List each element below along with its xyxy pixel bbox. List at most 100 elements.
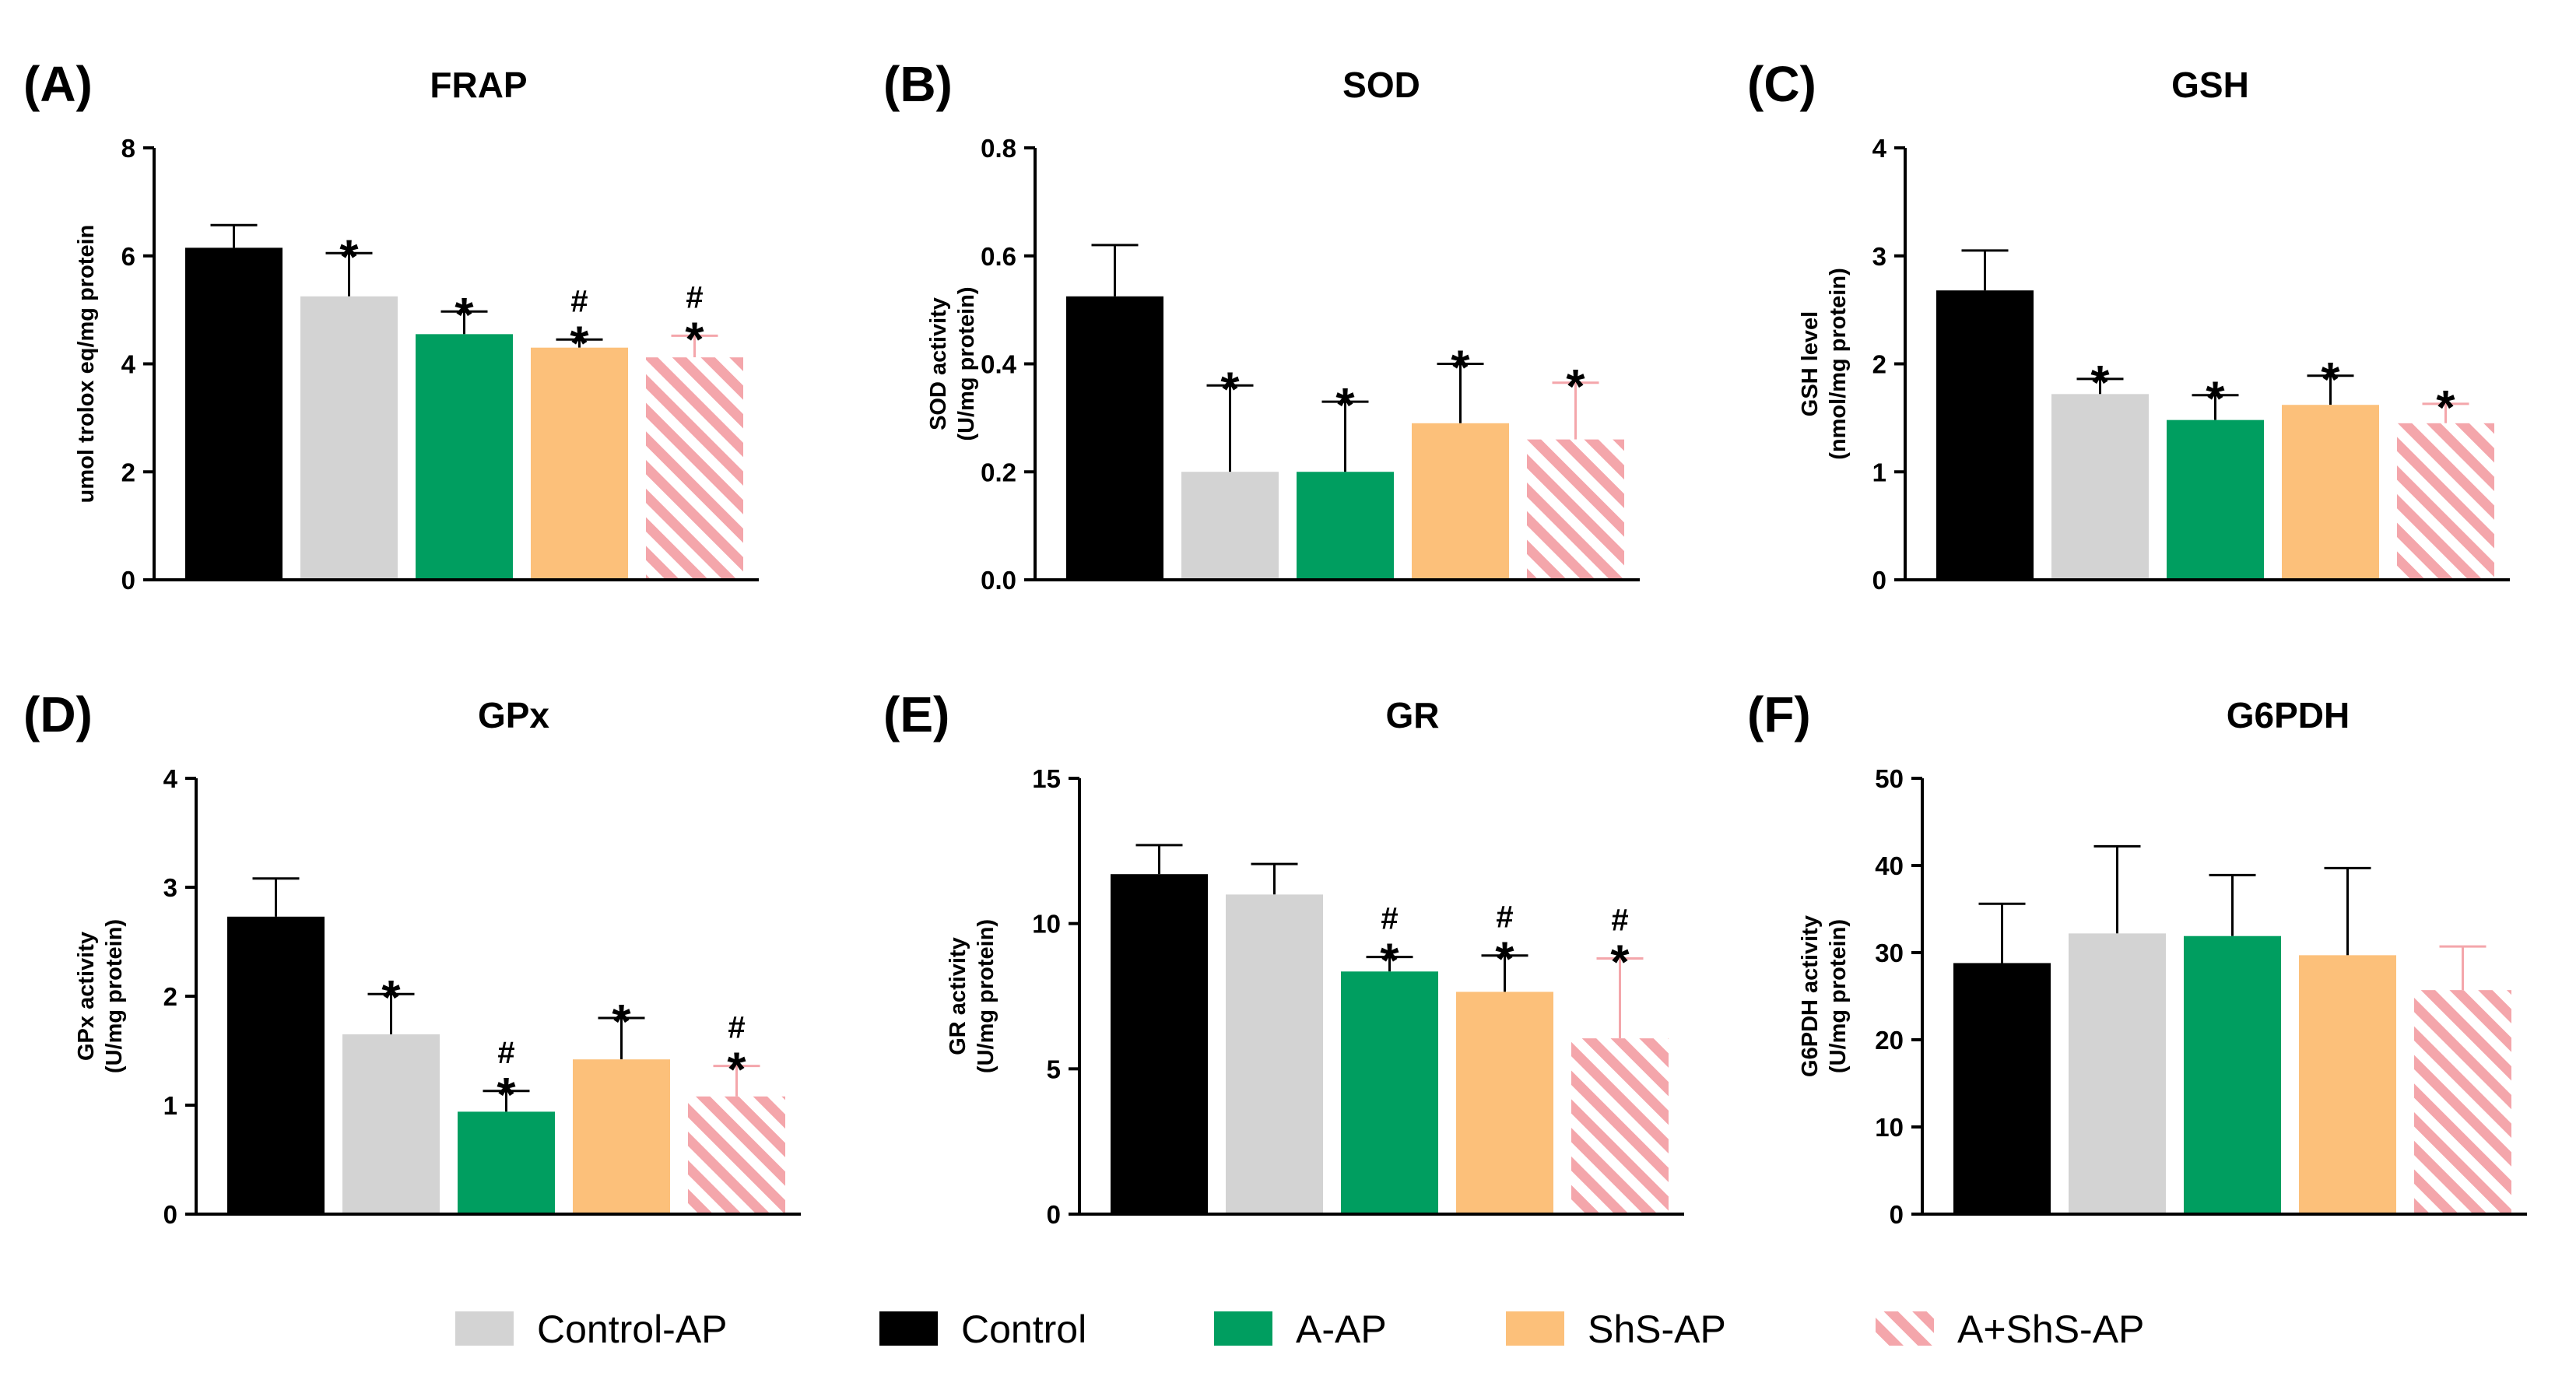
- y-axis-label-line: (nmol/mg protein): [1826, 268, 1851, 459]
- bar-a_shs_ap: [1571, 1038, 1669, 1214]
- significance-star: *: [570, 317, 589, 370]
- significance-star: *: [685, 313, 704, 367]
- bar-control: [1936, 290, 2034, 580]
- bar-control_ap: [300, 296, 398, 580]
- y-axis-label-line: SOD activity: [926, 297, 951, 430]
- panel-letter: (C): [1747, 56, 1816, 112]
- significance-star: *: [1610, 935, 1630, 989]
- y-axis-label-line: (U/mg protein): [954, 286, 979, 441]
- bar-shs_ap: [2282, 405, 2379, 580]
- y-tick-label: 4: [163, 764, 178, 793]
- y-axis-label: G6PDH activity (U/mg protein): [1798, 915, 1851, 1077]
- y-axis-label-line: (U/mg protein): [1826, 919, 1851, 1073]
- panel-c: (C) GSH GSH level (nmol/mg protein) * * * * 0 1 2 3…: [1747, 56, 2510, 595]
- significance-star: *: [1451, 342, 1470, 395]
- y-axis-label: SOD activity (U/mg protein): [926, 286, 979, 441]
- y-axis-label-line: G6PDH activity: [1798, 915, 1823, 1077]
- bar-control: [1953, 963, 2051, 1214]
- significance-star: *: [2206, 373, 2225, 426]
- legend-swatch: [1506, 1311, 1564, 1346]
- y-tick-label: 3: [1872, 242, 1886, 271]
- y-tick-label: 8: [121, 134, 135, 163]
- legend-swatch: [1214, 1311, 1272, 1346]
- legend-item-control_ap: Control-AP: [455, 1308, 728, 1351]
- legend-swatch: [455, 1311, 514, 1346]
- y-tick-label: 20: [1875, 1026, 1904, 1055]
- significance-hash: #: [686, 280, 703, 314]
- y-tick-label: 2: [163, 982, 177, 1011]
- y-tick-label: 4: [1872, 134, 1887, 163]
- y-axis-label-line: GSH level: [1798, 311, 1823, 416]
- legend: Control-AP Control A-AP ShS-AP A+ShS-AP: [455, 1308, 2144, 1351]
- panel-letter: (F): [1747, 686, 1811, 742]
- y-axis-label: GSH level (nmol/mg protein): [1798, 268, 1851, 459]
- bar-shs_ap: [2299, 955, 2396, 1214]
- bar-a_ap: [2167, 419, 2264, 580]
- y-tick-label: 0.4: [981, 350, 1017, 379]
- significance-star: *: [381, 971, 401, 1025]
- y-tick-label: 2: [121, 458, 135, 486]
- significance-star: *: [1566, 360, 1585, 414]
- y-axis-label: umol trolox eq/mg protein: [74, 225, 99, 504]
- y-tick-label: 4: [121, 350, 136, 379]
- y-tick-label: 30: [1875, 939, 1904, 967]
- legend-item-shs_ap: ShS-AP: [1506, 1308, 1726, 1351]
- significance-star: *: [1380, 935, 1399, 988]
- legend-label: Control: [961, 1308, 1086, 1351]
- bar-shs_ap: [1412, 423, 1509, 580]
- bar-a_shs_ap: [2414, 990, 2511, 1214]
- legend-swatch: [879, 1311, 938, 1346]
- bar-a_ap: [2184, 935, 2281, 1214]
- y-tick-label: 0: [1890, 1200, 1904, 1229]
- bar-control: [1066, 296, 1163, 580]
- legend-label: A+ShS-AP: [1957, 1308, 2144, 1351]
- y-tick-label: 0.8: [981, 134, 1016, 163]
- bar-control_ap: [2069, 933, 2166, 1214]
- y-tick-label: 40: [1875, 851, 1904, 880]
- bar-a_ap: [416, 334, 513, 580]
- panel-title: GSH: [2171, 65, 2249, 105]
- y-tick-label: 10: [1032, 910, 1061, 939]
- y-axis-label-line: (U/mg protein): [102, 919, 127, 1073]
- significance-star: *: [2090, 356, 2110, 410]
- y-tick-label: 50: [1875, 764, 1904, 793]
- legend-label: A-AP: [1296, 1308, 1387, 1351]
- bar-shs_ap: [1456, 992, 1553, 1214]
- significance-star: *: [1335, 379, 1355, 433]
- panel-letter: (B): [883, 56, 953, 112]
- panel-b: (B) SOD SOD activity (U/mg protein) * * * * 0.0 0…: [883, 56, 1640, 595]
- panel-title: GPx: [478, 695, 549, 735]
- panel-letter: (E): [883, 686, 949, 742]
- y-axis-label-line: umol trolox eq/mg protein: [74, 225, 99, 504]
- legend-swatch: [1876, 1311, 1934, 1346]
- bar-control: [1111, 874, 1208, 1214]
- panel-title: GR: [1386, 695, 1440, 735]
- y-tick-label: 0.6: [981, 242, 1016, 271]
- bar-a_shs_ap: [1527, 439, 1624, 580]
- significance-hash: #: [728, 1011, 745, 1045]
- bar-a_ap: [1341, 971, 1438, 1214]
- y-tick-label: 5: [1047, 1055, 1061, 1083]
- bar-shs_ap: [573, 1059, 670, 1214]
- significance-hash: #: [1611, 903, 1628, 937]
- bar-a_ap: [1297, 472, 1394, 580]
- y-axis-label-line: GPx activity: [74, 932, 99, 1061]
- y-tick-label: 1: [163, 1091, 177, 1120]
- bar-a_shs_ap: [646, 357, 743, 580]
- y-tick-label: 0: [163, 1200, 177, 1229]
- significance-star: *: [612, 995, 631, 1049]
- bar-control: [227, 916, 325, 1214]
- panel-title: FRAP: [430, 65, 527, 105]
- legend-item-a_shs_ap: A+ShS-AP: [1876, 1308, 2144, 1351]
- significance-star: *: [454, 289, 474, 342]
- y-axis-label-line: (U/mg protein): [974, 919, 998, 1073]
- legend-item-control: Control: [879, 1308, 1086, 1351]
- y-tick-label: 1: [1872, 458, 1886, 486]
- significance-star: *: [497, 1069, 516, 1122]
- panel-title: G6PDH: [2227, 695, 2350, 735]
- y-tick-label: 0: [1047, 1200, 1061, 1229]
- y-tick-label: 15: [1032, 764, 1061, 793]
